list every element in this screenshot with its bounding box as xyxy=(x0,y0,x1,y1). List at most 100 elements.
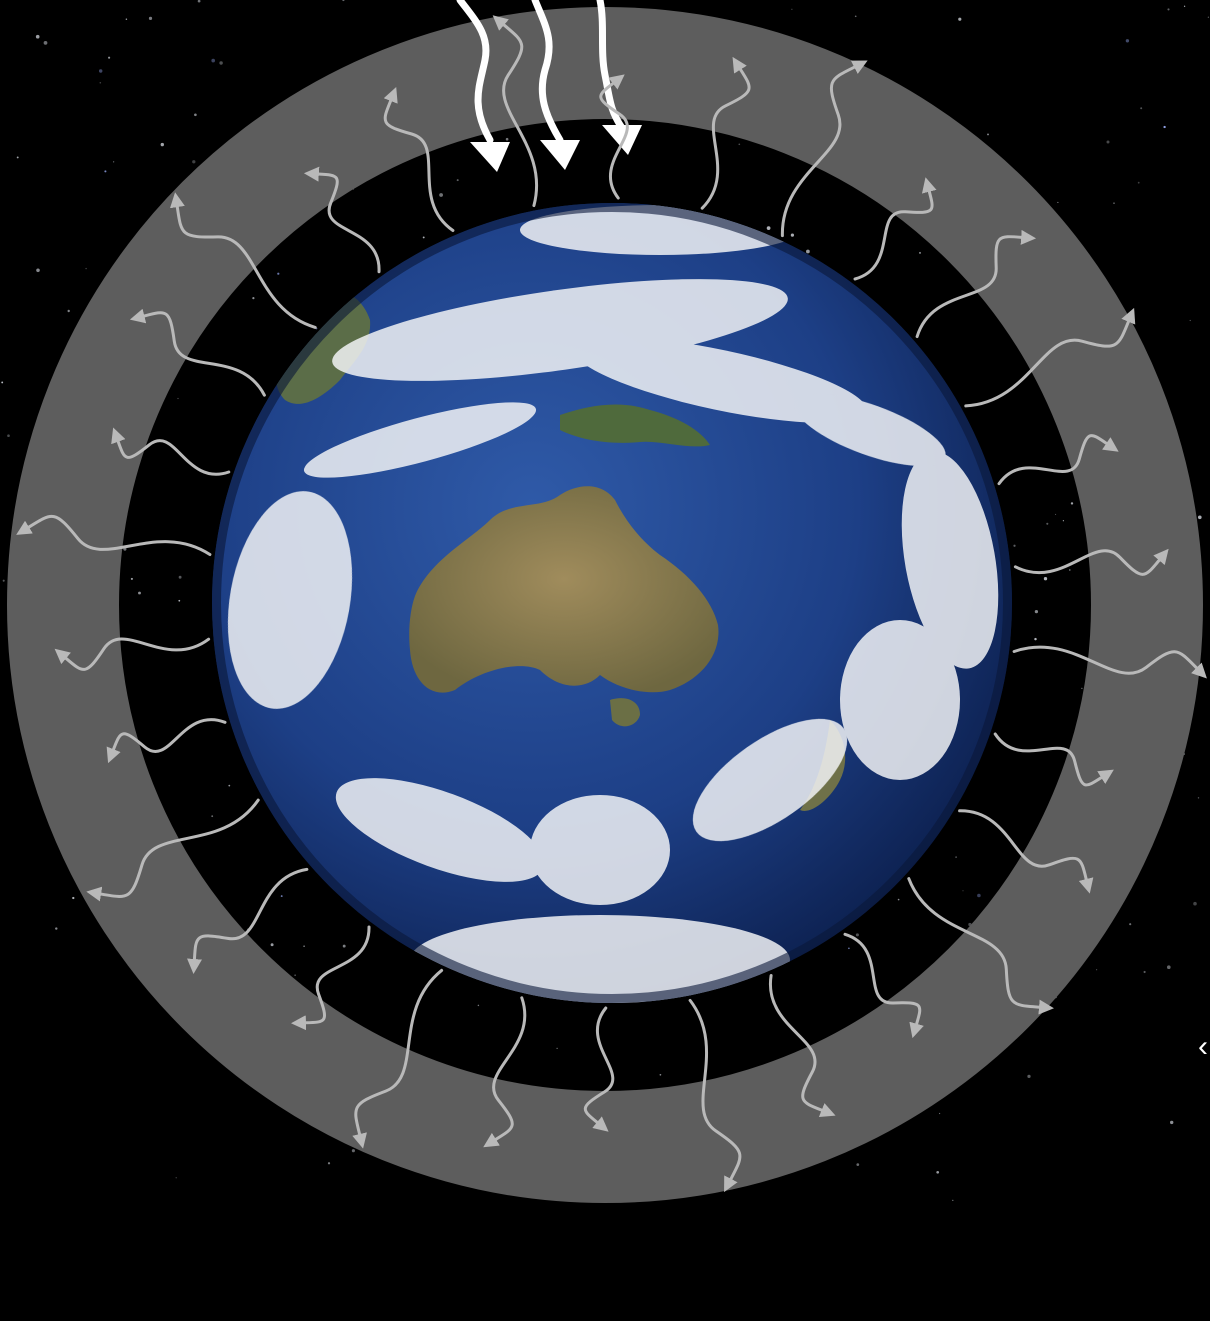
star xyxy=(72,896,75,900)
star xyxy=(277,272,280,275)
infrared-radiation-arrow-icon xyxy=(780,60,868,238)
infrared-radiation-arrow-icon xyxy=(1013,548,1169,576)
star xyxy=(1197,515,1202,520)
infrared-radiation-arrow-icon xyxy=(106,718,227,764)
infrared-radiation-arrow-icon xyxy=(54,637,211,671)
star xyxy=(738,143,741,146)
star xyxy=(1096,969,1098,971)
star xyxy=(1189,319,1191,322)
star xyxy=(1068,569,1071,571)
star xyxy=(938,1112,941,1115)
star xyxy=(351,1149,355,1153)
infrared-radiation-arrow-icon xyxy=(688,998,742,1193)
star xyxy=(1057,201,1059,203)
infrared-radiation-arrow-icon xyxy=(352,968,444,1149)
star xyxy=(1137,181,1140,184)
star xyxy=(856,1163,860,1166)
caption-bullet: ‹ xyxy=(1198,1030,1208,1063)
star xyxy=(952,1199,954,1202)
star xyxy=(252,297,255,300)
star xyxy=(138,591,141,595)
star xyxy=(1140,107,1143,110)
star xyxy=(130,577,133,580)
infrared-radiation-arrow-icon xyxy=(169,192,317,329)
infrared-radiation-arrow-icon xyxy=(16,514,212,556)
star xyxy=(854,15,857,18)
star xyxy=(1193,901,1197,906)
star xyxy=(108,56,111,59)
star xyxy=(104,170,107,173)
star xyxy=(99,82,102,84)
star xyxy=(342,0,345,2)
infrared-radiation-arrow-icon xyxy=(492,15,538,208)
star xyxy=(148,16,153,21)
cloud-cover xyxy=(227,205,999,1003)
star xyxy=(2,579,5,582)
star xyxy=(1,381,4,384)
star xyxy=(1113,202,1115,204)
infrared-radiation-arrow-icon xyxy=(86,798,260,902)
infrared-radiation-arrow-icon xyxy=(915,229,1037,339)
star xyxy=(43,41,48,45)
star xyxy=(303,945,305,948)
star xyxy=(439,193,443,197)
star xyxy=(1167,8,1170,11)
star xyxy=(1197,797,1200,799)
star xyxy=(219,61,223,65)
infrared-radiation-arrow-icon xyxy=(853,177,937,281)
star xyxy=(1070,502,1074,505)
star xyxy=(505,137,509,141)
star xyxy=(1129,923,1132,926)
star xyxy=(125,18,128,21)
star xyxy=(977,893,981,898)
infrared-radiation-arrow-icon xyxy=(843,932,924,1039)
star xyxy=(791,8,793,10)
infrared-radiation-arrows xyxy=(16,15,1207,1193)
star xyxy=(327,1162,331,1165)
star xyxy=(1034,609,1039,614)
star xyxy=(1163,125,1166,129)
star xyxy=(897,898,900,901)
star xyxy=(85,267,87,270)
star xyxy=(177,397,179,400)
infrared-radiation-arrow-icon xyxy=(303,166,381,274)
star xyxy=(1081,687,1083,690)
star xyxy=(211,58,216,63)
star xyxy=(422,236,425,239)
infrared-radiation-arrow-icon xyxy=(583,1006,615,1132)
star xyxy=(1043,577,1048,581)
star xyxy=(477,1004,480,1007)
star xyxy=(294,974,296,976)
infrared-radiation-arrow-icon xyxy=(111,427,231,476)
star xyxy=(7,434,10,438)
star xyxy=(67,309,70,313)
star xyxy=(160,142,164,147)
star xyxy=(556,1047,558,1050)
australia-landmass xyxy=(409,486,719,693)
star xyxy=(228,784,231,787)
infrared-radiation-arrow-icon xyxy=(483,996,527,1148)
greenhouse-effect-diagram xyxy=(1,0,1209,1203)
star xyxy=(194,113,197,117)
infrared-radiation-arrow-icon xyxy=(700,56,751,210)
star xyxy=(987,133,989,136)
star xyxy=(1062,520,1064,522)
tasmania-landmass xyxy=(610,698,640,727)
star xyxy=(962,890,964,892)
star xyxy=(175,1177,177,1179)
star xyxy=(35,34,40,39)
infrared-radiation-arrow-icon xyxy=(997,434,1119,486)
star xyxy=(1013,544,1016,547)
star xyxy=(1167,965,1171,969)
star xyxy=(270,943,274,947)
incoming-sunlight-arrow-icon xyxy=(531,0,580,170)
star xyxy=(1143,970,1146,974)
star xyxy=(958,17,962,21)
star xyxy=(855,933,859,937)
new-guinea-landmass xyxy=(560,404,710,447)
star xyxy=(342,944,346,948)
star xyxy=(1207,16,1209,18)
star xyxy=(1125,39,1130,43)
infrared-radiation-arrow-icon xyxy=(383,87,455,232)
infrared-radiation-arrow-icon xyxy=(964,307,1136,408)
